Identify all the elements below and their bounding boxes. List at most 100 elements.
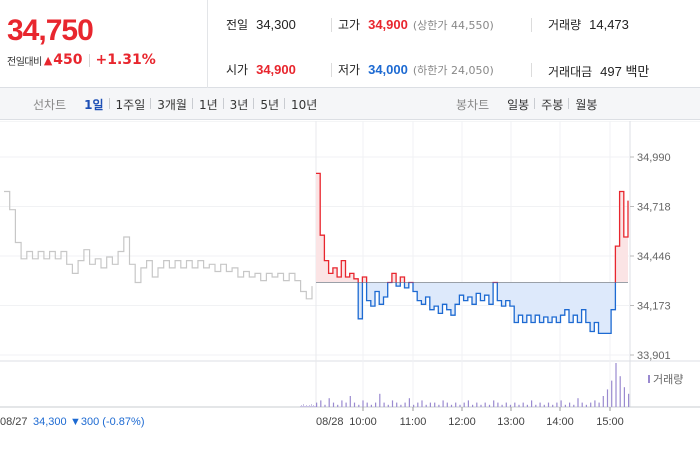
- volume-bar: [429, 402, 431, 407]
- volume-bar: [314, 406, 315, 407]
- volume-bar: [615, 363, 617, 407]
- volume-bar: [307, 406, 308, 407]
- tab-weekly[interactable]: 주봉: [534, 96, 569, 113]
- y-tick-label: 34,446: [637, 251, 671, 263]
- volume-bar: [488, 404, 491, 407]
- volume-bar: [442, 400, 444, 407]
- volume-bar: [472, 404, 474, 407]
- tab-daily[interactable]: 일봉: [507, 97, 530, 112]
- volume-bar: [316, 402, 318, 407]
- tab-5years[interactable]: 5년: [253, 96, 285, 113]
- tab-1week[interactable]: 1주일: [108, 96, 152, 113]
- volume-bar: [547, 402, 550, 407]
- stat-volume: 거래량 14,473: [548, 16, 629, 33]
- tab-3years[interactable]: 3년: [222, 96, 255, 113]
- volume-bar: [332, 402, 335, 407]
- volume-bar: [370, 404, 372, 407]
- volume-bar: [300, 406, 301, 407]
- stats-panel: 전일 34,300 고가 34,900 (상한가 44,550) 거래량 14,…: [208, 0, 700, 88]
- tab-monthly[interactable]: 월봉: [568, 96, 603, 113]
- volume-bar: [404, 402, 406, 407]
- stat-label: 시가: [226, 63, 249, 77]
- volume-bar: [315, 406, 316, 407]
- line-chart-tabs: 선차트 1일 1주일 3개월 1년 3년 5년 10년: [33, 88, 323, 120]
- volume-bar: [337, 404, 339, 407]
- volume-bar: [413, 404, 415, 407]
- y-tick-label: 33,901: [637, 350, 671, 362]
- candle-chart-tabs: 봉차트 일봉 주봉 월봉: [456, 88, 603, 120]
- x-tick-label: 12:00: [448, 416, 476, 428]
- volume-bar: [450, 404, 453, 407]
- volume-bar: [560, 400, 562, 407]
- volume-bar: [320, 400, 322, 407]
- tab-10years[interactable]: 10년: [284, 96, 323, 113]
- volume-bar: [539, 402, 541, 407]
- previous-day-line: [4, 190, 313, 300]
- price-box: 34,750 전일대비 ▲ 450 +1.31%: [0, 0, 208, 88]
- lower-limit: (하한가 24,050): [412, 64, 494, 77]
- divider: [331, 63, 332, 77]
- volume-legend-swatch: [648, 375, 650, 383]
- stat-label: 거래량: [548, 18, 582, 32]
- previous-day-change: ▼300 (-0.87%): [70, 416, 144, 428]
- volume-bar: [421, 400, 423, 407]
- volume-bar: [311, 404, 312, 407]
- volume-bar: [518, 404, 520, 407]
- stat-value: 34,900: [256, 62, 296, 77]
- period-tab-bar: 선차트 1일 1주일 3개월 1년 3년 5년 10년 봉차트 일봉 주봉 월봉: [0, 88, 700, 120]
- stat-value: 14,473: [589, 17, 629, 32]
- volume-bar: [349, 396, 351, 407]
- stat-value: 497 백만: [600, 64, 650, 79]
- volume-bar: [328, 398, 330, 407]
- volume-bar: [531, 400, 533, 407]
- volume-bar: [543, 404, 545, 407]
- volume-bar: [417, 402, 419, 407]
- volume-bar: [312, 406, 313, 407]
- volume-bar: [324, 404, 326, 407]
- volume-bar: [459, 404, 461, 407]
- volume-bar: [585, 404, 587, 407]
- today-down-line: [357, 282, 617, 335]
- volume-bar: [308, 406, 309, 407]
- price-chart[interactable]: 34,990 34,718 34,446 34,173 33,901 거래량 08/27 34…: [0, 121, 700, 450]
- volume-bar: [535, 404, 537, 407]
- change-value: 450: [53, 52, 83, 68]
- stat-value: 34,900: [368, 17, 408, 32]
- x-tick-label: 11:00: [400, 416, 427, 428]
- candle-chart-title: 봉차트: [456, 97, 490, 112]
- stat-prev-close: 전일 34,300: [226, 16, 296, 33]
- x-tick-label: 15:00: [596, 416, 624, 428]
- stat-label: 저가: [338, 63, 361, 77]
- volume-bar: [301, 405, 302, 407]
- volume-bar: [400, 404, 402, 407]
- previous-day-label: 08/27: [0, 416, 28, 428]
- volume-bar: [358, 404, 360, 407]
- x-tick-label: 10:00: [349, 416, 377, 428]
- volume-bar: [408, 398, 410, 407]
- stat-label: 고가: [338, 18, 361, 32]
- volume-bar: [309, 405, 310, 407]
- divider: [531, 18, 532, 32]
- change-rate: +1.31%: [95, 52, 156, 68]
- volume-bar: [484, 402, 486, 407]
- current-price: 34,750: [7, 14, 94, 47]
- volume-bar: [310, 406, 311, 407]
- previous-day-close: 34,300: [33, 416, 67, 428]
- volume-bar: [467, 400, 469, 407]
- tab-3months[interactable]: 3개월: [150, 96, 193, 113]
- tab-1year[interactable]: 1년: [191, 96, 224, 113]
- volume-bar: [526, 404, 528, 407]
- volume-bar: [362, 400, 364, 407]
- chart-canvas[interactable]: 34,990 34,718 34,446 34,173 33,901 거래량 08/27 34…: [0, 121, 700, 450]
- volume-bar: [476, 402, 478, 407]
- volume-bar: [425, 404, 427, 407]
- divider: [531, 63, 532, 77]
- volume-bar: [514, 402, 516, 407]
- volume-bar: [383, 402, 385, 407]
- tab-1day[interactable]: 1일: [84, 97, 104, 112]
- divider: [88, 53, 90, 67]
- volume-bar: [375, 402, 377, 407]
- volume-bar: [434, 402, 436, 407]
- volume-bar: [438, 404, 440, 407]
- volume-bar: [366, 402, 368, 407]
